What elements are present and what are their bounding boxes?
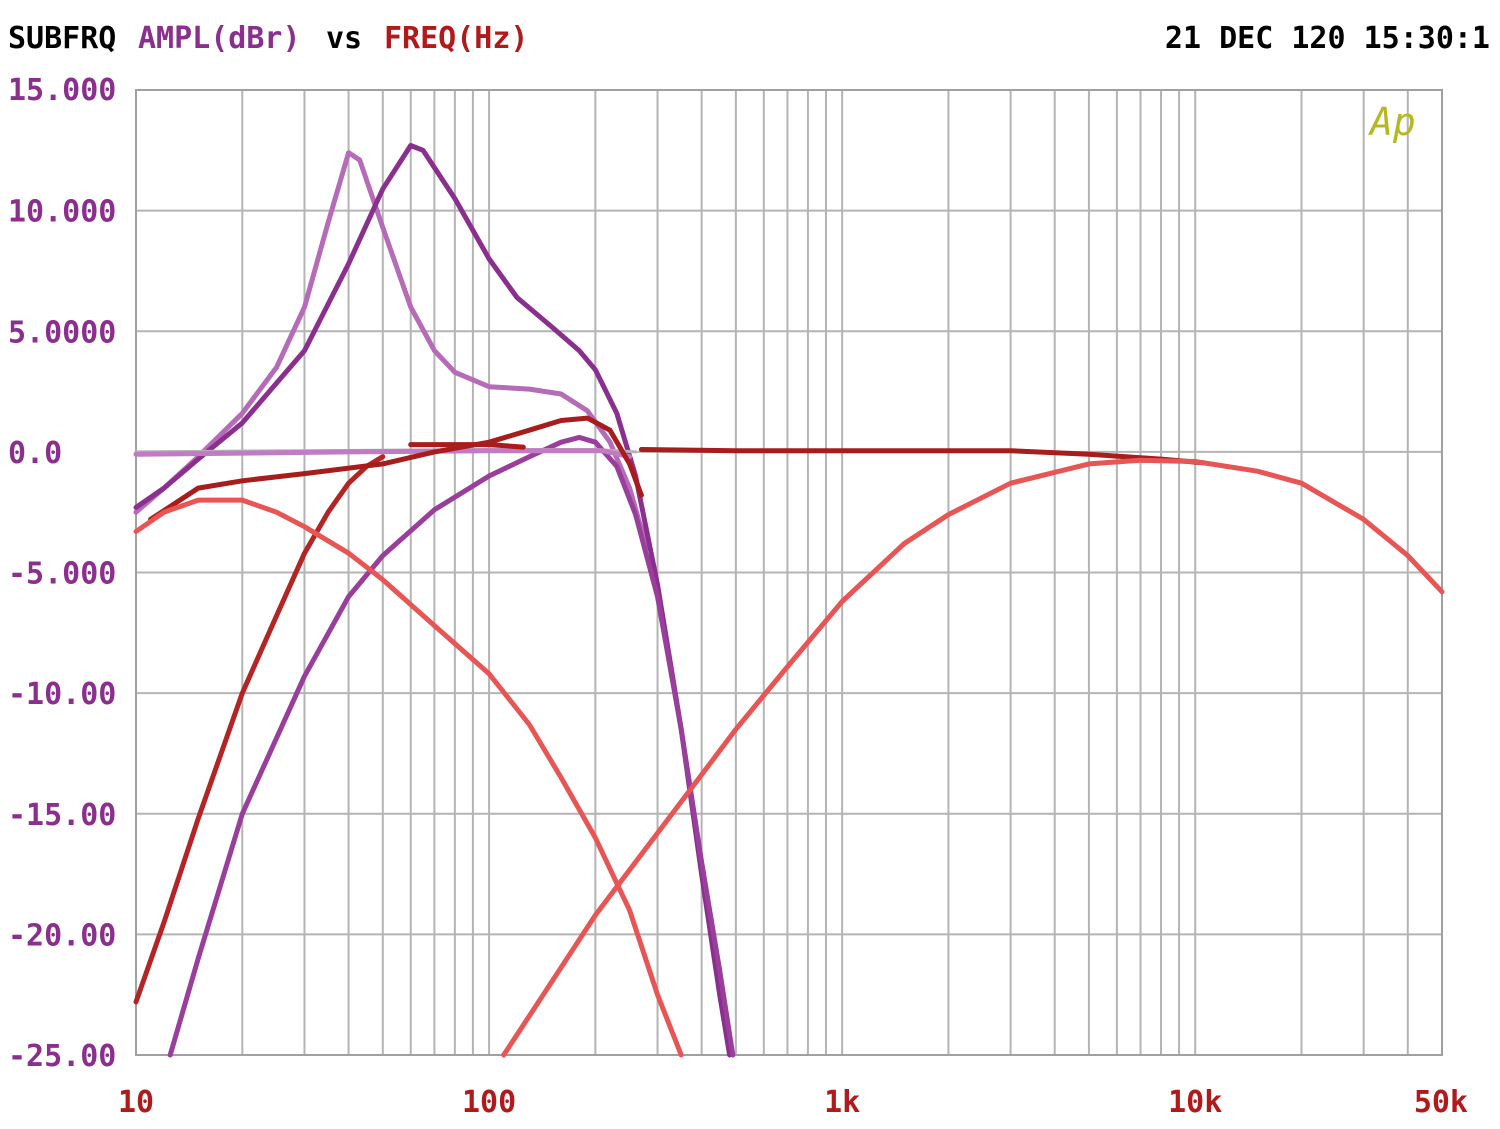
x-tick-label: 10 — [118, 1085, 154, 1120]
chart-header-y-quantity: AMPL(dBr) — [138, 21, 301, 56]
x-tick-label: 50k — [1414, 1085, 1468, 1120]
chart-timestamp: 21 DEC 120 15:30:1 — [1165, 21, 1490, 56]
chart-header-prefix: SUBFRQ — [8, 21, 116, 56]
plot-frame — [135, 89, 1443, 1056]
x-tick-label: 10k — [1168, 1085, 1222, 1120]
x-tick-label: 1k — [824, 1085, 860, 1120]
series-line-10 — [133, 497, 684, 1058]
series-line-6 — [133, 454, 386, 1005]
series-line-5 — [133, 448, 633, 460]
y-tick-label: 15.000 — [8, 73, 116, 108]
y-tick-label: -15.00 — [8, 798, 116, 833]
y-tick-label: -5.000 — [8, 557, 116, 592]
y-tick-label: 5.0000 — [8, 315, 116, 350]
series-layer — [133, 143, 1445, 1058]
y-tick-label: -10.00 — [8, 677, 116, 712]
x-tick-label: 100 — [462, 1085, 516, 1120]
y-tick-label: -25.00 — [8, 1039, 116, 1074]
chart-header-vs: vs — [326, 21, 362, 56]
chart-header-x-quantity: FREQ(Hz) — [384, 21, 529, 56]
ap-logo: Ap — [1368, 100, 1416, 144]
tick-layer: 15.000 10.000 5.0000 0.0 -5.000 -10.00 -15.00 -… — [8, 73, 1468, 1120]
series-line-3 — [167, 434, 736, 1058]
grid-layer — [135, 89, 1443, 1056]
series-line-8 — [408, 442, 526, 450]
series-line-1 — [133, 150, 650, 551]
series-line-2 — [133, 143, 733, 1058]
y-tick-label: -20.00 — [8, 918, 116, 953]
series-line-11 — [501, 457, 1445, 1058]
y-tick-label: 0.0 — [8, 436, 62, 471]
y-tick-label: 10.000 — [8, 195, 116, 230]
